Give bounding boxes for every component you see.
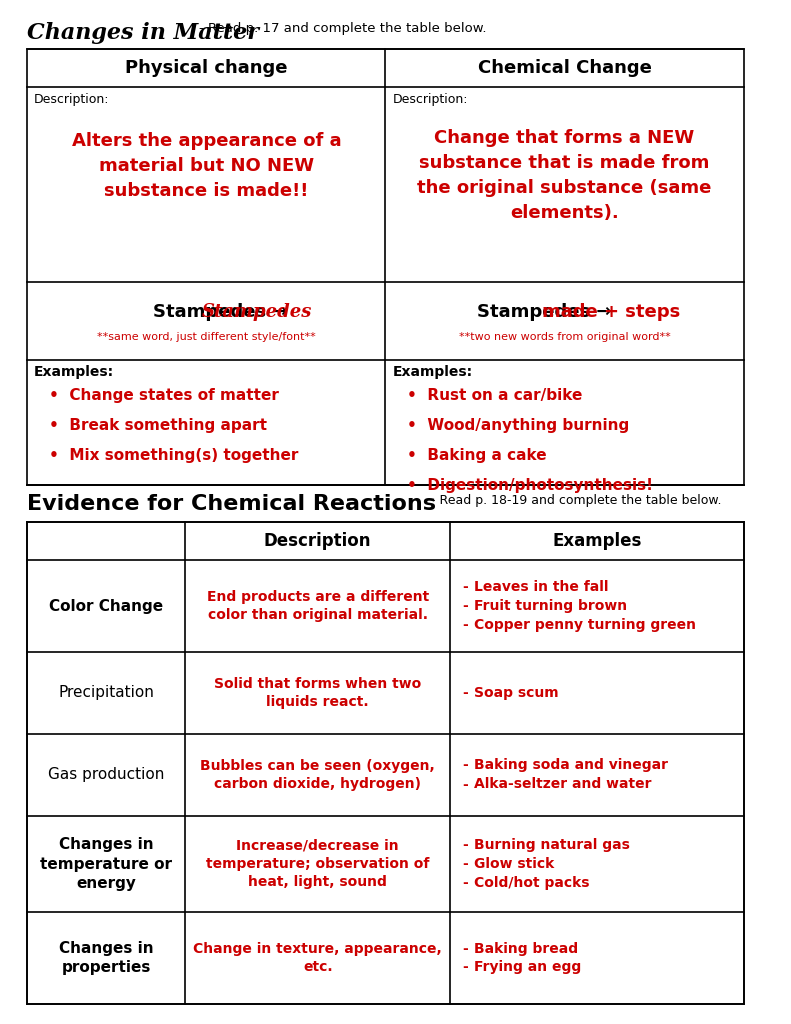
Text: Soap scum: Soap scum bbox=[474, 686, 558, 700]
Text: Cold/hot packs: Cold/hot packs bbox=[474, 876, 589, 890]
Text: Description:: Description: bbox=[34, 93, 110, 106]
Text: Fruit turning brown: Fruit turning brown bbox=[474, 599, 626, 613]
Text: Change that forms a NEW
substance that is made from
the original substance (same: Change that forms a NEW substance that i… bbox=[418, 129, 712, 222]
Text: Glow stick: Glow stick bbox=[474, 857, 554, 871]
Text: Changes in Matter: Changes in Matter bbox=[28, 22, 259, 44]
Text: Alters the appearance of a
material but NO NEW
substance is made!!: Alters the appearance of a material but … bbox=[71, 132, 341, 200]
Text: Examples:: Examples: bbox=[34, 365, 114, 379]
Text: -: - bbox=[462, 686, 467, 700]
Text: Solid that forms when two
liquids react.: Solid that forms when two liquids react. bbox=[214, 677, 422, 710]
Text: Physical change: Physical change bbox=[125, 59, 288, 77]
Text: -: - bbox=[462, 961, 467, 975]
Text: -: - bbox=[462, 580, 467, 594]
Text: Leaves in the fall: Leaves in the fall bbox=[474, 580, 608, 594]
Text: - Read p. 17 and complete the table below.: - Read p. 17 and complete the table belo… bbox=[199, 22, 486, 35]
Text: -: - bbox=[462, 599, 467, 613]
Text: Examples: Examples bbox=[552, 532, 642, 550]
Text: Increase/decrease in
temperature; observation of
heat, light, sound: Increase/decrease in temperature; observ… bbox=[206, 839, 430, 890]
Text: -: - bbox=[462, 777, 467, 792]
Text: •  Baking a cake: • Baking a cake bbox=[407, 449, 547, 463]
Text: Bubbles can be seen (oxygen,
carbon dioxide, hydrogen): Bubbles can be seen (oxygen, carbon diox… bbox=[200, 759, 435, 792]
Text: -: - bbox=[462, 838, 467, 852]
Text: Evidence for Chemical Reactions: Evidence for Chemical Reactions bbox=[28, 494, 437, 514]
Text: •  Digestion/photosynthesis!: • Digestion/photosynthesis! bbox=[407, 478, 653, 493]
Text: •  Break something apart: • Break something apart bbox=[49, 418, 267, 433]
Text: -: - bbox=[462, 941, 467, 955]
Text: made + steps: made + steps bbox=[543, 303, 680, 321]
Text: •  Rust on a car/bike: • Rust on a car/bike bbox=[407, 388, 582, 403]
Text: Change in texture, appearance,
etc.: Change in texture, appearance, etc. bbox=[193, 942, 442, 974]
Text: Alka-seltzer and water: Alka-seltzer and water bbox=[474, 777, 651, 792]
Text: Examples:: Examples: bbox=[392, 365, 472, 379]
Text: •  Wood/anything burning: • Wood/anything burning bbox=[407, 418, 629, 433]
Text: Frying an egg: Frying an egg bbox=[474, 961, 581, 975]
Text: Precipitation: Precipitation bbox=[59, 685, 154, 700]
Text: Burning natural gas: Burning natural gas bbox=[474, 838, 630, 852]
Text: -: - bbox=[462, 857, 467, 871]
Text: Baking soda and vinegar: Baking soda and vinegar bbox=[474, 759, 668, 772]
Text: Description: Description bbox=[264, 532, 372, 550]
Text: Stampedes: Stampedes bbox=[202, 303, 312, 321]
Text: **same word, just different style/font**: **same word, just different style/font** bbox=[97, 332, 316, 342]
Text: Description:: Description: bbox=[392, 93, 467, 106]
Text: Chemical Change: Chemical Change bbox=[478, 59, 652, 77]
Text: -: - bbox=[462, 876, 467, 890]
Bar bbox=[28, 522, 744, 1004]
Text: Changes in
temperature or
energy: Changes in temperature or energy bbox=[40, 837, 172, 891]
Bar bbox=[28, 49, 744, 485]
Text: Gas production: Gas production bbox=[48, 768, 165, 782]
Text: -: - bbox=[462, 618, 467, 632]
Text: - Read p. 18-19 and complete the table below.: - Read p. 18-19 and complete the table b… bbox=[431, 494, 721, 507]
Text: Baking bread: Baking bread bbox=[474, 941, 577, 955]
Text: Stampedes →: Stampedes → bbox=[477, 303, 611, 321]
Text: Stampedes →: Stampedes → bbox=[153, 303, 300, 321]
Text: End products are a different
color than original material.: End products are a different color than … bbox=[206, 590, 429, 623]
Text: •  Change states of matter: • Change states of matter bbox=[49, 388, 278, 403]
Text: Color Change: Color Change bbox=[49, 598, 163, 613]
Text: •  Mix something(s) together: • Mix something(s) together bbox=[49, 449, 298, 463]
Text: Copper penny turning green: Copper penny turning green bbox=[474, 618, 696, 632]
Text: **two new words from original word**: **two new words from original word** bbox=[459, 332, 671, 342]
Text: -: - bbox=[462, 759, 467, 772]
Text: Changes in
properties: Changes in properties bbox=[59, 941, 153, 976]
